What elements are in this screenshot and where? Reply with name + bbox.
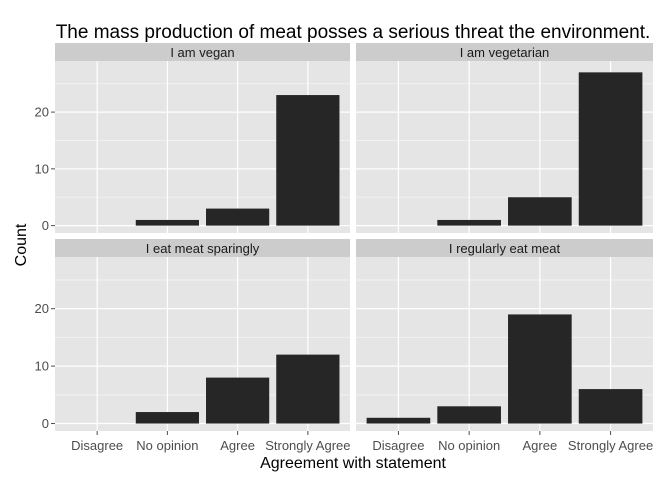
x-tick-label: Disagree [71, 438, 123, 453]
bar-no-opinion [437, 219, 501, 226]
y-tick-label: 0 [42, 416, 49, 431]
x-tick-label: Strongly Agree [265, 438, 350, 453]
bar-agree [508, 197, 572, 226]
facet-panel: I am vegetarian [356, 43, 653, 233]
facet-strip-label: I regularly eat meat [449, 241, 561, 256]
y-tick-label: 10 [35, 359, 49, 374]
bar-agree [508, 314, 572, 424]
x-axis-title: Agreement with statement [260, 455, 446, 472]
y-tick-label: 10 [35, 161, 49, 176]
x-tick-label: Disagree [372, 438, 424, 453]
facet-panels: I am vegan 0 10 20 I am vegetarian I eat meat… [35, 43, 653, 453]
facet-panel: I regularly eat meat Disagree No opinion Ag… [356, 239, 653, 453]
bar-no-opinion [437, 406, 501, 424]
x-tick-label: No opinion [136, 438, 198, 453]
bar-strongly-agree [578, 389, 643, 424]
bar-agree [206, 208, 270, 226]
y-axis-title: Count [13, 223, 30, 266]
facet-strip [55, 43, 350, 61]
facet-strip-label: I am vegan [170, 45, 234, 60]
facet-strip-label: I am vegetarian [460, 45, 550, 60]
bar-strongly-agree [578, 72, 643, 226]
chart-title: The mass production of meat posses a ser… [56, 22, 651, 43]
bar-strongly-agree [276, 95, 340, 226]
x-tick-label: No opinion [438, 438, 500, 453]
bar-no-opinion [135, 219, 199, 226]
facet-strip-label: I eat meat sparingly [146, 241, 260, 256]
x-tick-label: Agree [220, 438, 255, 453]
bar-agree [206, 377, 270, 424]
x-tick-label: Agree [523, 438, 558, 453]
facet-panel: I eat meat sparingly 0 10 20 Disagree No opin… [35, 239, 350, 453]
facet-panel: I am vegan 0 10 20 [35, 43, 350, 233]
bar-disagree [366, 417, 431, 424]
y-tick-label: 20 [35, 301, 49, 316]
bar-strongly-agree [276, 354, 340, 424]
facet-strip [55, 239, 350, 257]
facet-strip [356, 43, 653, 61]
y-tick-label: 0 [42, 218, 49, 233]
bar-no-opinion [135, 412, 199, 424]
y-tick-label: 20 [35, 105, 49, 120]
x-tick-label: Strongly Agree [568, 438, 653, 453]
facet-strip [356, 239, 653, 257]
